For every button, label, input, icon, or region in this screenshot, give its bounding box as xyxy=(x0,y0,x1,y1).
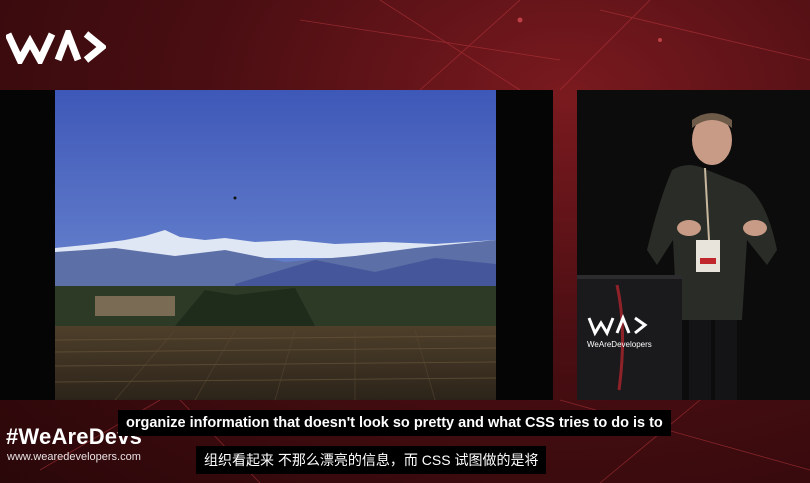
slide-landscape-photo xyxy=(55,90,496,400)
wearedevelopers-logo-icon xyxy=(6,30,106,64)
podium-logo-text: WeAreDevelopers xyxy=(587,340,652,349)
chinese-caption: 组织看起来 不那么漂亮的信息，而 CSS 试图做的是将 xyxy=(196,446,547,474)
english-caption: organize information that doesn't look s… xyxy=(118,410,671,436)
event-website: www.wearedevelopers.com xyxy=(7,451,141,463)
speaker-video-feed: WeAreDevelopers xyxy=(577,90,810,400)
